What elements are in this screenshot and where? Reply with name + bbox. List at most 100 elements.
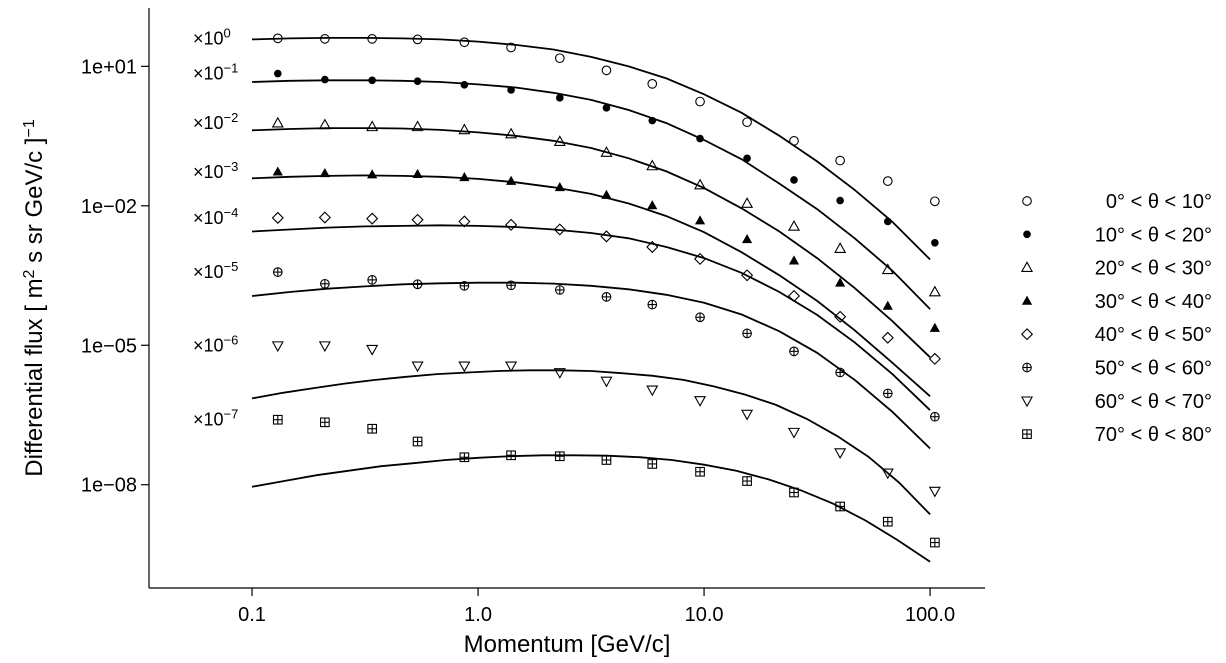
data-point-series-6 xyxy=(600,376,613,388)
x-tick-label: 0.1 xyxy=(238,604,266,626)
data-point-series-2 xyxy=(741,197,754,208)
data-point-series-4 xyxy=(411,213,424,226)
scale-label-series-5: ×10−5 xyxy=(193,259,238,283)
data-point-series-6 xyxy=(694,396,707,407)
data-point-series-5 xyxy=(412,279,423,290)
data-point-series-0 xyxy=(930,196,940,207)
data-point-series-7 xyxy=(367,423,378,434)
data-point-series-3 xyxy=(694,215,706,225)
data-point-series-7 xyxy=(647,459,658,469)
data-point-series-3 xyxy=(367,169,378,179)
data-point-series-2 xyxy=(553,135,566,146)
x-axis-label: Momentum [GeV/c] xyxy=(464,631,671,658)
data-point-series-7 xyxy=(272,414,283,425)
data-point-series-6 xyxy=(928,486,941,498)
legend-entry-series-4: 40° < θ < 50° xyxy=(1095,324,1212,346)
data-point-series-0 xyxy=(272,33,283,44)
scale-label-series-2: ×10−2 xyxy=(193,110,238,134)
data-point-series-1 xyxy=(507,86,515,94)
data-point-series-3 xyxy=(788,255,800,265)
fit-curves xyxy=(251,37,931,563)
data-point-series-1 xyxy=(321,75,329,84)
fit-curve-series-7 xyxy=(251,454,931,563)
data-point-series-5 xyxy=(647,299,658,310)
data-point-series-5 xyxy=(835,367,845,378)
data-point-series-2 xyxy=(600,146,613,157)
data-point-series-0 xyxy=(601,65,612,76)
axes xyxy=(148,8,985,589)
scale-label-series-3: ×10−3 xyxy=(193,158,238,182)
legend-marker-series-5 xyxy=(1022,362,1032,373)
data-point-series-1 xyxy=(368,76,376,85)
data-point-series-2 xyxy=(694,178,707,190)
fit-curve-series-0 xyxy=(251,37,931,261)
data-point-series-0 xyxy=(695,96,705,107)
legend-entry-series-5: 50° < θ < 60° xyxy=(1095,358,1212,380)
data-point-series-4 xyxy=(741,269,754,282)
data-point-series-0 xyxy=(882,176,893,186)
data-point-series-3 xyxy=(741,234,753,244)
data-point-series-7 xyxy=(742,476,752,486)
legend-marker-series-2 xyxy=(1020,261,1034,272)
legend-entry-series-7: 70° < θ < 80° xyxy=(1095,424,1212,446)
data-point-series-5 xyxy=(554,285,565,295)
data-point-series-6 xyxy=(318,341,331,353)
data-point-series-6 xyxy=(505,361,518,373)
data-point-series-4 xyxy=(553,223,566,236)
x-tick-label: 1.0 xyxy=(464,604,492,626)
data-point-series-6 xyxy=(741,409,754,421)
data-point-series-1 xyxy=(743,154,751,163)
scale-label-series-7: ×10−7 xyxy=(193,406,238,430)
data-point-series-6 xyxy=(646,385,659,397)
data-point-series-7 xyxy=(882,516,893,527)
data-point-series-4 xyxy=(366,212,379,225)
data-point-series-3 xyxy=(929,322,940,332)
data-point-series-0 xyxy=(412,34,423,45)
legend-marker-series-0 xyxy=(1022,196,1032,206)
data-point-series-0 xyxy=(506,42,516,53)
data-point-series-2 xyxy=(646,159,659,171)
y-axis-label: Differential flux [ m2 s sr GeV/c ]−1 xyxy=(21,119,49,477)
legend-entry-series-2: 20° < θ < 30° xyxy=(1095,258,1212,280)
data-point-series-1 xyxy=(602,104,611,112)
data-point-series-0 xyxy=(554,53,565,64)
y-tick-label: 1e−02 xyxy=(81,196,137,218)
data-point-series-7 xyxy=(695,466,705,477)
data-point-series-4 xyxy=(318,211,331,224)
y-axis-label-group: Differential flux [ m2 s sr GeV/c ]−1 xyxy=(21,119,49,477)
data-point-series-6 xyxy=(366,344,379,356)
data-point-series-7 xyxy=(789,487,799,498)
legend-marker-series-6 xyxy=(1020,396,1034,408)
y-tick-label: 1e+01 xyxy=(81,56,137,78)
data-point-series-5 xyxy=(320,278,330,289)
legend: 0° < θ < 10° 10° < θ < 20° 20° < θ < 30° 30… xyxy=(1020,191,1212,446)
data-point-series-6 xyxy=(834,448,847,460)
data-point-series-0 xyxy=(367,34,378,44)
data-point-series-2 xyxy=(928,285,941,297)
data-point-series-7 xyxy=(320,417,330,428)
data-point-series-0 xyxy=(320,34,330,44)
data-point-series-2 xyxy=(787,220,801,231)
data-point-series-5 xyxy=(272,267,283,277)
data-point-series-3 xyxy=(505,175,517,185)
data-point-series-0 xyxy=(835,155,845,166)
data-point-series-3 xyxy=(554,182,565,192)
data-point-series-0 xyxy=(459,37,470,48)
data-point-series-5 xyxy=(882,388,893,399)
data-point-series-1 xyxy=(790,176,798,184)
data-point-series-3 xyxy=(459,172,470,182)
data-point-series-2 xyxy=(271,116,284,128)
tick-group: 0.1 1.0 10.0 100.0 1e+01 1e−02 1e−05 1e−08 xyxy=(81,56,955,626)
data-point-series-5 xyxy=(695,312,705,323)
data-point-series-6 xyxy=(411,361,424,373)
data-point-series-5 xyxy=(789,346,799,357)
data-point-series-6 xyxy=(787,427,801,439)
fit-curve-series-4 xyxy=(251,224,931,411)
data-point-series-5 xyxy=(459,280,470,291)
data-point-series-3 xyxy=(319,168,330,178)
fit-curve-series-1 xyxy=(251,79,931,310)
data-point-series-5 xyxy=(930,411,940,422)
data-point-series-4 xyxy=(271,211,284,224)
data-point-series-5 xyxy=(506,280,516,291)
data-point-series-6 xyxy=(271,341,284,353)
